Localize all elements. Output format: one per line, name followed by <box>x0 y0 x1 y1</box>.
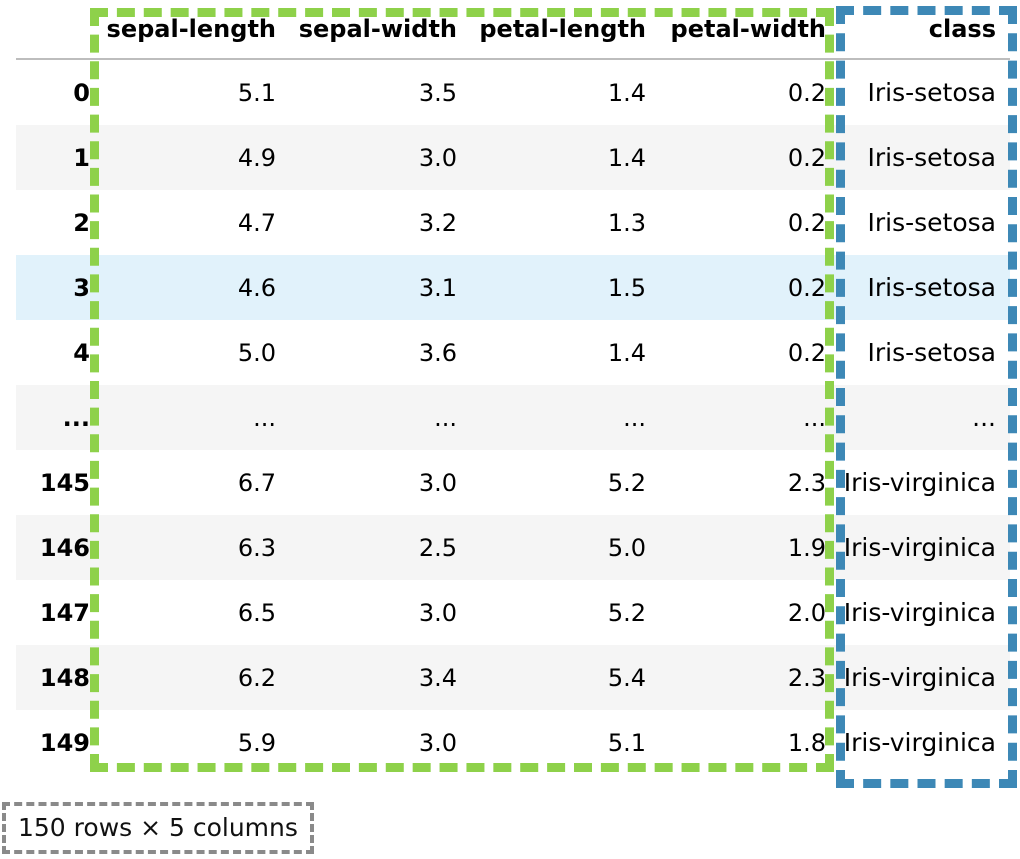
table-row: 148 6.2 3.4 5.4 2.3 Iris-virginica <box>16 645 1010 710</box>
table-row: 147 6.5 3.0 5.2 2.0 Iris-virginica <box>16 580 1010 645</box>
dataframe-shape-label: 150 rows × 5 columns <box>2 802 314 854</box>
cell-petal-width: 1.9 <box>660 515 840 580</box>
cell-petal-width: 0.2 <box>787 338 826 367</box>
cell-petal-width: 2.0 <box>787 598 826 627</box>
row-index: 2 <box>73 208 90 237</box>
cell-sepal-width: 3.0 <box>418 598 457 627</box>
cell-sepal-width: 2.5 <box>290 515 471 580</box>
cell-sepal-length: 4.9 <box>100 125 290 190</box>
cell-petal-length: 1.5 <box>471 255 660 320</box>
row-index: 0 <box>73 78 90 107</box>
row-index: 147 <box>39 598 90 627</box>
header-row: sepal-length sepal-width petal-length pe… <box>16 0 1010 60</box>
row-index: 3 <box>16 255 100 320</box>
cell-sepal-width: 3.4 <box>290 645 471 710</box>
cell-class: Iris-setosa <box>867 338 997 367</box>
table-body: 0 5.1 3.5 1.4 0.2 Iris-setosa 1 4.9 3.0 … <box>16 59 1010 775</box>
cell-class: Iris-virginica <box>843 468 996 497</box>
cell-petal-width: 0.2 <box>660 255 840 320</box>
cell-petal-width: 2.3 <box>660 645 840 710</box>
cell-class: Iris-setosa <box>840 125 1010 190</box>
row-index: ... <box>16 385 100 450</box>
table-row: 145 6.7 3.0 5.2 2.3 Iris-virginica <box>16 450 1010 515</box>
cell-petal-length: 1.4 <box>607 338 646 367</box>
row-index: 149 <box>39 728 90 757</box>
cell-petal-length: 5.1 <box>607 728 646 757</box>
column-header-petal-width: petal-width <box>660 0 840 60</box>
table-row: 4 5.0 3.6 1.4 0.2 Iris-setosa <box>16 320 1010 385</box>
cell-petal-width: 2.3 <box>787 468 826 497</box>
table-row-ellipsis: ... ... ... ... ... ... <box>16 385 1010 450</box>
cell-sepal-width: ... <box>290 385 471 450</box>
cell-sepal-length: 5.0 <box>237 338 276 367</box>
index-header <box>16 0 100 60</box>
cell-petal-width: 0.2 <box>660 125 840 190</box>
cell-petal-length: 5.2 <box>607 598 646 627</box>
cell-petal-width: 0.2 <box>787 208 826 237</box>
cell-sepal-length: 5.1 <box>237 78 276 107</box>
cell-sepal-length: 4.6 <box>100 255 290 320</box>
column-header-class: class <box>840 0 1010 60</box>
cell-petal-length: 1.3 <box>607 208 646 237</box>
cell-petal-length: 5.0 <box>471 515 660 580</box>
table-row: 0 5.1 3.5 1.4 0.2 Iris-setosa <box>16 59 1010 125</box>
cell-class: Iris-setosa <box>840 255 1010 320</box>
column-header-sepal-width: sepal-width <box>290 0 471 60</box>
table-header: sepal-length sepal-width petal-length pe… <box>16 0 1010 60</box>
cell-petal-width: ... <box>660 385 840 450</box>
row-index: 4 <box>73 338 90 367</box>
cell-sepal-width: 3.1 <box>290 255 471 320</box>
table-row: 146 6.3 2.5 5.0 1.9 Iris-virginica <box>16 515 1010 580</box>
cell-petal-length: 1.4 <box>607 78 646 107</box>
row-index: 145 <box>39 468 90 497</box>
cell-sepal-length: 4.7 <box>237 208 276 237</box>
cell-petal-length: 5.2 <box>607 468 646 497</box>
row-index: 1 <box>16 125 100 190</box>
cell-sepal-length: ... <box>100 385 290 450</box>
cell-class: Iris-virginica <box>840 515 1010 580</box>
cell-class: ... <box>840 385 1010 450</box>
cell-sepal-length: 6.7 <box>237 468 276 497</box>
cell-sepal-width: 3.2 <box>418 208 457 237</box>
cell-sepal-width: 3.5 <box>418 78 457 107</box>
cell-class: Iris-virginica <box>843 728 996 757</box>
cell-class: Iris-setosa <box>867 78 997 107</box>
cell-class: Iris-virginica <box>840 645 1010 710</box>
cell-class: Iris-virginica <box>843 598 996 627</box>
table-row: 149 5.9 3.0 5.1 1.8 Iris-virginica <box>16 710 1010 775</box>
row-index: 146 <box>16 515 100 580</box>
cell-sepal-length: 6.3 <box>100 515 290 580</box>
cell-sepal-width: 3.0 <box>290 125 471 190</box>
cell-sepal-length: 5.9 <box>237 728 276 757</box>
cell-petal-length: 5.4 <box>471 645 660 710</box>
cell-sepal-length: 6.5 <box>237 598 276 627</box>
cell-petal-width: 1.8 <box>787 728 826 757</box>
cell-sepal-width: 3.6 <box>418 338 457 367</box>
cell-sepal-width: 3.0 <box>418 468 457 497</box>
column-header-petal-length: petal-length <box>471 0 660 60</box>
row-index: 148 <box>16 645 100 710</box>
cell-petal-length: ... <box>471 385 660 450</box>
cell-petal-width: 0.2 <box>787 78 826 107</box>
cell-petal-length: 1.4 <box>471 125 660 190</box>
table-row-hovered: 3 4.6 3.1 1.5 0.2 Iris-setosa <box>16 255 1010 320</box>
table-row: 2 4.7 3.2 1.3 0.2 Iris-setosa <box>16 190 1010 255</box>
column-header-sepal-length: sepal-length <box>100 0 290 60</box>
table-row: 1 4.9 3.0 1.4 0.2 Iris-setosa <box>16 125 1010 190</box>
cell-class: Iris-setosa <box>867 208 997 237</box>
dataframe-table: sepal-length sepal-width petal-length pe… <box>16 0 1010 775</box>
cell-sepal-length: 6.2 <box>100 645 290 710</box>
cell-sepal-width: 3.0 <box>418 728 457 757</box>
